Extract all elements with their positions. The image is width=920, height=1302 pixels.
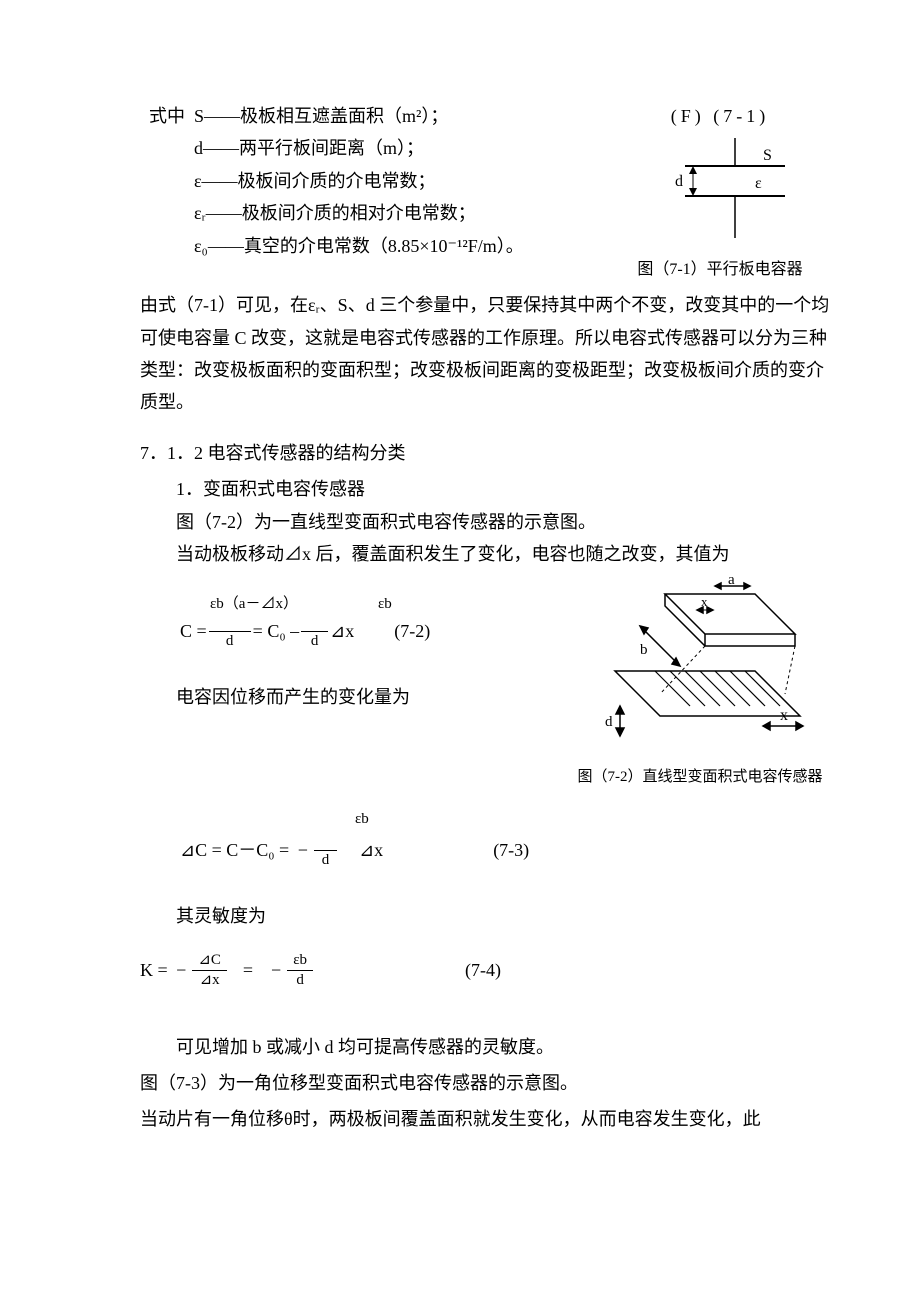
para-7-3-1: 图（7-3）为一角位移型变面积式电容传感器的示意图。: [140, 1067, 830, 1099]
eq74-num: (7-4): [465, 958, 501, 983]
eq72-lhs: C =: [180, 619, 207, 644]
eq74-lhs: K =: [140, 958, 168, 983]
fig71-label-S: S: [763, 147, 772, 164]
figure-7-2-svg: a x x b d: [585, 576, 815, 756]
svg-text:x: x: [780, 707, 788, 724]
def-eps: ε——极板间介质的介电常数；: [194, 165, 436, 197]
figure-7-1-svg: S d ε: [645, 138, 795, 248]
svg-text:b: b: [640, 642, 648, 658]
para-sens-note: 可见增加 b 或减小 d 均可提高传感器的灵敏度。: [140, 1031, 830, 1063]
figure-7-2-block: a x x b d 图（7-2）直线型变面积式电容传感器: [570, 576, 830, 791]
eq-7-1-ref: (F) (7-1): [610, 100, 830, 132]
equation-7-3: εb ⊿C = C－C₀ = − d ⊿x (7-3): [140, 809, 830, 870]
def-eps-r: εᵣ——极板间介质的相对介电常数；: [194, 197, 476, 229]
sub-1-line2: 当动极板移动⊿x 后，覆盖面积发生了变化，电容也随之改变，其值为: [140, 538, 830, 570]
eq73-lhs: ⊿C = C－C₀ =: [180, 838, 289, 863]
eq73-num: (7-3): [493, 838, 529, 863]
equation-7-2: εb（a－⊿x） εb C = d = C₀ – d ⊿x (7-2): [180, 594, 570, 651]
def-S: S——极板相互遮盖面积（m²）；: [194, 100, 448, 132]
eq72-num: (7-2): [394, 619, 430, 644]
svg-text:d: d: [605, 714, 613, 730]
section-7-1-2: 7．1．2 电容式传感器的结构分类: [140, 437, 830, 469]
eq74-num-dc: ⊿C: [192, 951, 227, 972]
eq73-dx: ⊿x: [359, 838, 383, 863]
fig71-label-d: d: [675, 173, 683, 190]
definitions-block: 式中 S——极板相互遮盖面积（m²）； d——两平行板间距离（m）； ε——极板…: [140, 100, 610, 270]
eq74-eq: =: [243, 958, 253, 983]
eq74-den-d: d: [290, 971, 310, 991]
figure-7-1-block: (F) (7-1) S d ε 图（7-1）平行板电容器: [610, 100, 830, 285]
def-eps-0: ε₀——真空的介电常数（8.85×10⁻¹²F/m）。: [194, 230, 524, 262]
paragraph-7-1: 由式（7-1）可见，在εᵣ、S、d 三个参量中，只要保持其中两个不变，改变其中的…: [140, 289, 830, 419]
svg-text:a: a: [728, 576, 735, 588]
figure-7-1-caption: 图（7-1）平行板电容器: [610, 256, 830, 285]
def-d: d——两平行板间距离（m）；: [194, 132, 424, 164]
para-sensitivity: 其灵敏度为: [140, 900, 830, 932]
svg-text:x: x: [701, 594, 708, 609]
sub-1-title: 1．变面积式电容传感器: [140, 473, 830, 505]
eq74-num-eb: εb: [287, 951, 313, 972]
eq72-num-right: εb: [378, 594, 392, 615]
para-7-3-2: 当动片有一角位移θ时，两极板间覆盖面积就发生变化，从而电容发生变化，此: [140, 1103, 830, 1135]
eq73-top: εb: [140, 809, 830, 830]
eq72-dx: ⊿x: [330, 619, 354, 644]
figure-7-2-caption: 图（7-2）直线型变面积式电容传感器: [570, 764, 830, 791]
fig71-label-eps: ε: [755, 175, 762, 192]
sub-1-line1: 图（7-2）为一直线型变面积式电容传感器的示意图。: [140, 506, 830, 538]
para-change: 电容因位移而产生的变化量为: [140, 681, 570, 713]
eq72-mid: = C₀ –: [253, 619, 299, 644]
def-intro: 式中: [140, 100, 185, 132]
equation-7-4: K = − ⊿C ⊿x = − εb d (7-4): [140, 951, 830, 991]
eq74-den-dx: ⊿x: [194, 971, 226, 991]
